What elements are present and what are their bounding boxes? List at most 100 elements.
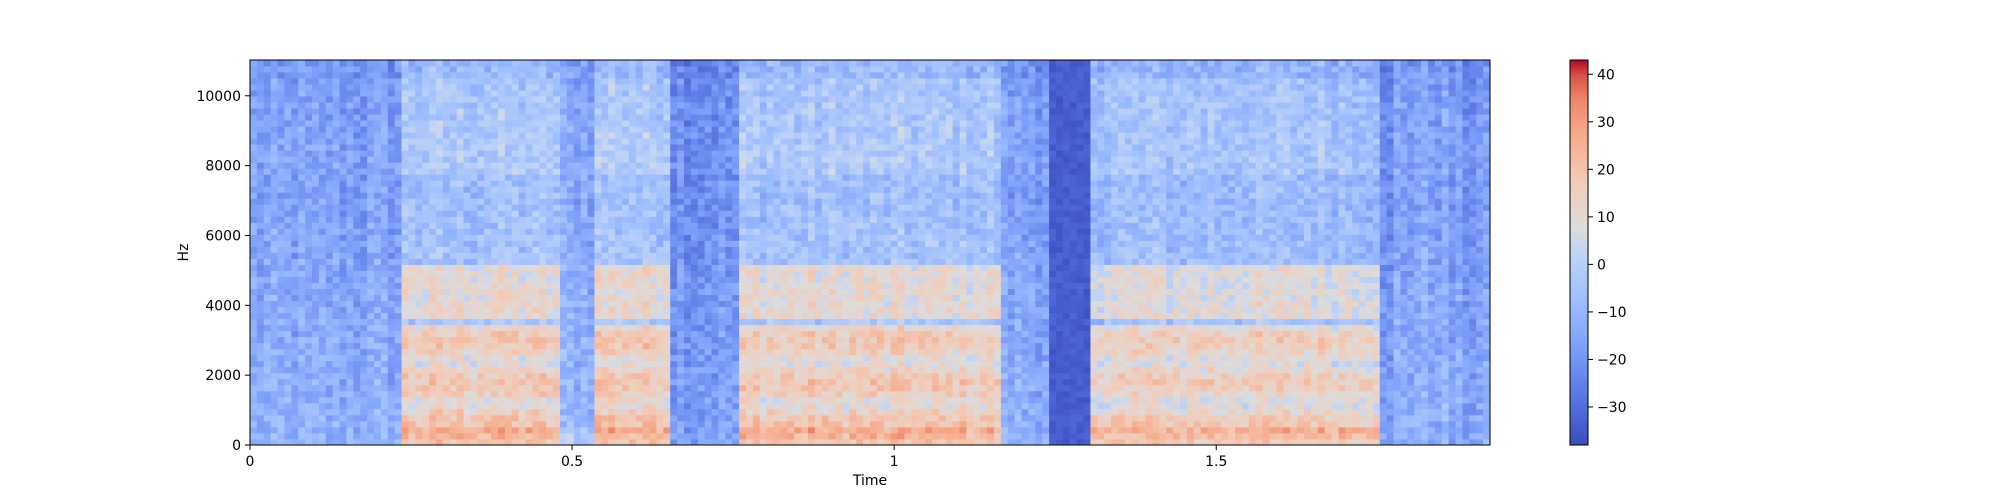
spectrogram-cell — [670, 186, 678, 193]
spectrogram-cell — [442, 360, 451, 368]
spectrogram-cell — [546, 162, 554, 169]
spectrogram-cell — [780, 360, 788, 368]
spectrogram-cell — [298, 390, 306, 398]
spectrogram-cell — [436, 312, 444, 320]
spectrogram-cell — [670, 90, 678, 97]
spectrogram-cell — [456, 420, 464, 428]
spectrogram-cell — [780, 408, 788, 416]
spectrogram-cell — [759, 84, 768, 91]
spectrogram-cell — [525, 192, 533, 199]
spectrogram-cell — [422, 198, 430, 205]
spectrogram-cell — [353, 426, 361, 434]
spectrogram-cell — [484, 318, 492, 326]
spectrogram-cell — [484, 348, 492, 356]
spectrogram-cell — [456, 84, 464, 91]
spectrogram-cell — [380, 336, 389, 344]
spectrogram-cell — [704, 192, 712, 199]
spectrogram-cell — [484, 258, 492, 265]
spectrogram-cell — [690, 348, 699, 356]
spectrogram-cell — [553, 408, 561, 416]
spectrogram-cell — [339, 282, 347, 289]
spectrogram-cell — [546, 432, 554, 440]
spectrogram-cell — [256, 78, 265, 85]
spectrogram-cell — [484, 162, 492, 169]
spectrogram-cell — [456, 282, 464, 289]
spectrogram-cell — [766, 258, 774, 265]
spectrogram-cell — [560, 162, 568, 169]
spectrogram-cell — [318, 180, 327, 187]
spectrogram-cell — [725, 168, 733, 175]
spectrogram-cell — [587, 204, 595, 211]
spectrogram-cell — [732, 342, 740, 350]
spectrogram-cell — [408, 396, 416, 404]
spectrogram-cell — [697, 354, 706, 362]
spectrogram-cell — [394, 312, 402, 320]
spectrogram-cell — [553, 414, 561, 422]
spectrogram-cell — [532, 240, 540, 247]
spectrogram-cell — [635, 132, 644, 139]
spectrogram-cell — [580, 408, 588, 416]
spectrogram-cell — [429, 102, 437, 109]
spectrogram-cell — [498, 150, 506, 157]
spectrogram-cell — [449, 408, 458, 416]
spectrogram-cell — [525, 342, 533, 350]
spectrogram-cell — [677, 168, 685, 175]
spectrogram-cell — [622, 336, 630, 344]
spectrogram-cell — [470, 336, 478, 344]
spectrogram-cell — [470, 246, 478, 253]
spectrogram-cell — [504, 66, 513, 73]
spectrogram-cell — [780, 120, 788, 127]
spectrogram-cell — [546, 270, 554, 277]
spectrogram-cell — [690, 378, 699, 386]
spectrogram-cell — [532, 150, 540, 157]
spectrogram-cell — [628, 120, 637, 127]
spectrogram-cell — [746, 408, 754, 416]
spectrogram-cell — [408, 330, 416, 338]
spectrogram-cell — [318, 264, 327, 271]
spectrogram-cell — [318, 210, 327, 217]
spectrogram-cell — [587, 384, 595, 392]
spectrogram-cell — [484, 210, 492, 217]
spectrogram-cell — [415, 84, 423, 91]
spectrogram-cell — [622, 78, 630, 85]
spectrogram-cell — [718, 180, 726, 187]
spectrogram-cell — [401, 252, 409, 259]
spectrogram-cell — [256, 150, 265, 157]
spectrogram-cell — [642, 300, 650, 308]
spectrogram-cell — [746, 306, 754, 314]
spectrogram-cell — [649, 102, 657, 109]
spectrogram-cell — [436, 390, 444, 398]
spectrogram-cell — [670, 336, 678, 344]
spectrogram-cell — [387, 222, 396, 229]
spectrogram-cell — [580, 96, 588, 103]
spectrogram-cell — [539, 312, 547, 320]
spectrogram-cell — [408, 420, 416, 428]
spectrogram-cell — [360, 372, 368, 380]
spectrogram-cell — [739, 174, 747, 181]
spectrogram-cell — [670, 150, 678, 157]
spectrogram-cell — [498, 204, 506, 211]
spectrogram-cell — [394, 396, 402, 404]
spectrogram-cell — [670, 198, 678, 205]
spectrogram-cell — [380, 84, 389, 91]
spectrogram-cell — [367, 126, 375, 133]
spectrogram-cell — [456, 114, 464, 121]
spectrogram-cell — [339, 342, 347, 350]
spectrogram-cell — [353, 408, 361, 416]
spectrogram-cell — [594, 396, 602, 404]
spectrogram-cell — [766, 144, 774, 151]
spectrogram-cell — [608, 348, 616, 356]
spectrogram-cell — [456, 402, 464, 410]
spectrogram-cell — [277, 384, 285, 392]
spectrogram-cell — [670, 246, 678, 253]
spectrogram-cell — [456, 198, 464, 205]
spectrogram-cell — [250, 108, 258, 115]
spectrogram-cell — [560, 360, 568, 368]
spectrogram-cell — [270, 114, 278, 121]
spectrogram-cell — [263, 354, 272, 362]
spectrogram-cell — [580, 372, 588, 380]
spectrogram-cell — [649, 132, 657, 139]
spectrogram-cell — [580, 330, 588, 338]
spectrogram-cell — [518, 120, 526, 127]
